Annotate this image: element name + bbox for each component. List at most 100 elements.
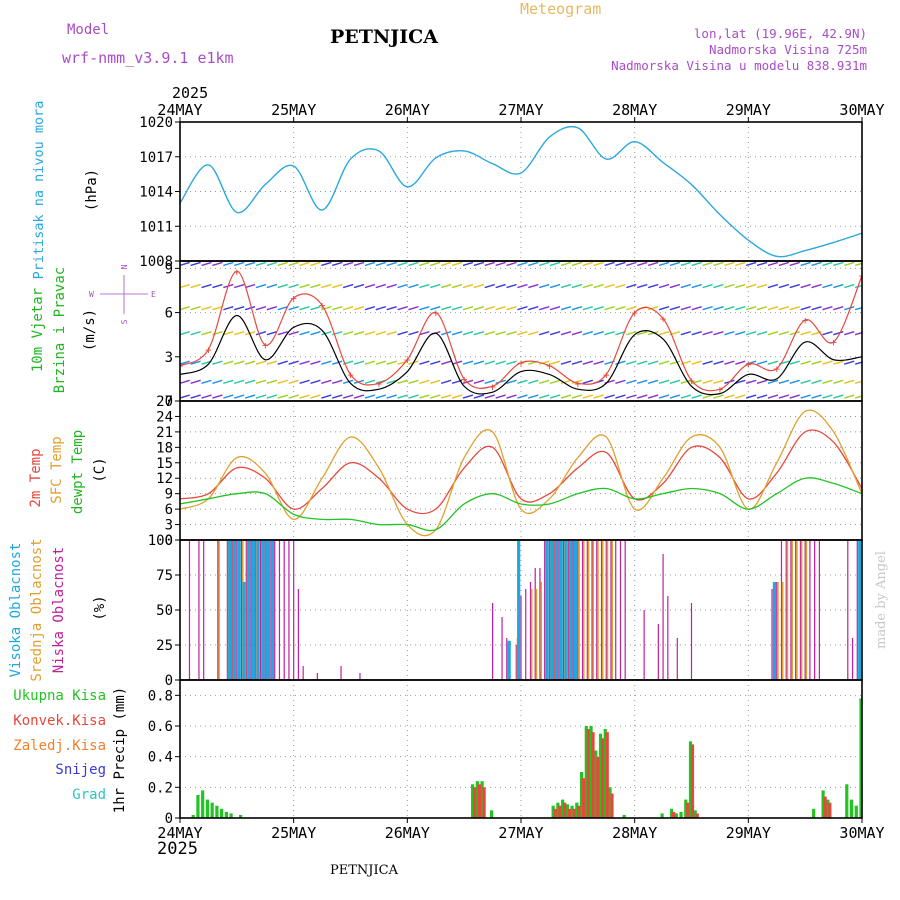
wind-barb [266,283,278,289]
wind-gust-marker: + [773,363,780,376]
precip-bar-total [201,790,205,818]
wind-barb [833,394,844,399]
wind-barb [440,305,452,311]
wind-barb [397,331,408,336]
wind-barb [549,394,561,399]
cloud-bar-niska [785,540,787,680]
wind-barb [180,379,190,384]
wind-barb [767,283,779,289]
wind-barb [680,261,692,267]
precip-bar-total [579,772,584,818]
wind-barb [255,331,267,336]
wind-barb [321,360,332,365]
temp-line-0 [180,429,862,515]
wind-axis-unit: (m/s) [82,309,98,351]
cloud-bar-visoka [251,540,256,680]
wind-barb [593,360,604,365]
wind-barb [702,283,713,289]
cloud-bar-niska [529,582,532,680]
precip-legend-total: Ukupna Kisa [13,688,106,704]
wind-barb [517,305,528,311]
wind-barb [582,379,593,385]
wind-barb [582,331,593,336]
cloud-bar-niska [501,617,503,680]
wind-barb [767,305,779,311]
wind-barb [647,331,659,336]
location-line-3: Nadmorska Visina u modelu 838.931m [611,58,867,73]
wind-barb [724,283,735,289]
precip-bar-total [471,784,475,818]
wind-barb [451,305,463,311]
precip-bar-convective [553,808,557,818]
top-day-label: 29MAY [726,101,771,119]
year-label-bottom: 2025 [157,839,198,859]
wind-barb [277,283,288,289]
cloud-bar-srednja [805,540,808,680]
wind-barb [397,305,408,311]
cloud-bar-niska [780,540,783,680]
cloud-bar-niska [278,540,281,680]
temp-axis-title-2: SFC Temp [49,436,65,503]
precip-bar-convective [477,784,481,818]
precipitation-ytick-label: 0 [165,811,173,827]
wind-barb [451,394,463,399]
cloud-bar-niska [690,603,693,680]
wind-barb [658,305,670,311]
wind-barb [713,360,724,365]
wind-barb [626,360,637,365]
precip-bar-convective [605,732,609,818]
cloud-bar-niska [198,540,200,680]
wind-barb [669,305,681,311]
top-day-label: 28MAY [612,101,657,119]
wind-barb [756,305,768,311]
wind-barb [593,305,604,311]
cloud-ytick-label: 75 [156,568,173,584]
wind-direction-legend: N S W E [89,264,156,324]
cloud-bar-visoka [247,540,251,680]
wind-barb [811,305,822,311]
wind-barb [212,283,223,289]
wind-barb [800,360,811,365]
wind-barb [386,360,397,365]
wind-barb [180,305,190,311]
wind-barb [408,261,419,267]
wind-barb [691,394,702,399]
wind-barb [637,331,648,336]
bottom-day-labels: 24MAY 25MAY 26MAY 27MAY 28MAY 29MAY 30MAY [157,824,884,842]
precip-bar-total [684,799,688,818]
wind-barb [332,305,343,311]
cloud-bar-visoka [266,540,270,680]
wind-barb [549,331,561,336]
wind-barb [201,305,212,311]
precip-bar-convective [558,805,562,818]
wind-barb [234,360,245,365]
wind-barb [713,394,724,399]
wind-barb [745,360,757,365]
wind-barb [517,331,528,336]
pressure-ytick-label: 1020 [139,115,173,131]
wind-barb [822,360,833,365]
bottom-day-label: 25MAY [271,824,316,842]
cloud-bar-niska [288,540,290,680]
cloud-bar-srednja [781,582,784,680]
cloud-bar-visoka [232,540,237,680]
wind-barb [462,305,474,311]
wind-barb [615,360,626,365]
temperature-ytick-label: 27 [156,394,173,410]
cloud-bar-visoka [228,540,232,680]
wind-barb [180,261,190,267]
precip-bar-total [556,802,560,818]
wind-barb [713,261,724,267]
pressure-axis-unit: (hPa) [84,169,100,211]
wind-barb [419,394,430,399]
pressure-ytick-label: 1011 [139,219,173,235]
wind-barb [440,261,452,267]
wind-barb [353,360,365,365]
wind-barb [691,360,702,365]
wind-barb [745,331,757,336]
wind-barb [680,394,692,399]
wind-gust-marker: + [518,357,525,370]
precip-bar-convective [581,778,586,818]
wind-barb [582,261,593,267]
